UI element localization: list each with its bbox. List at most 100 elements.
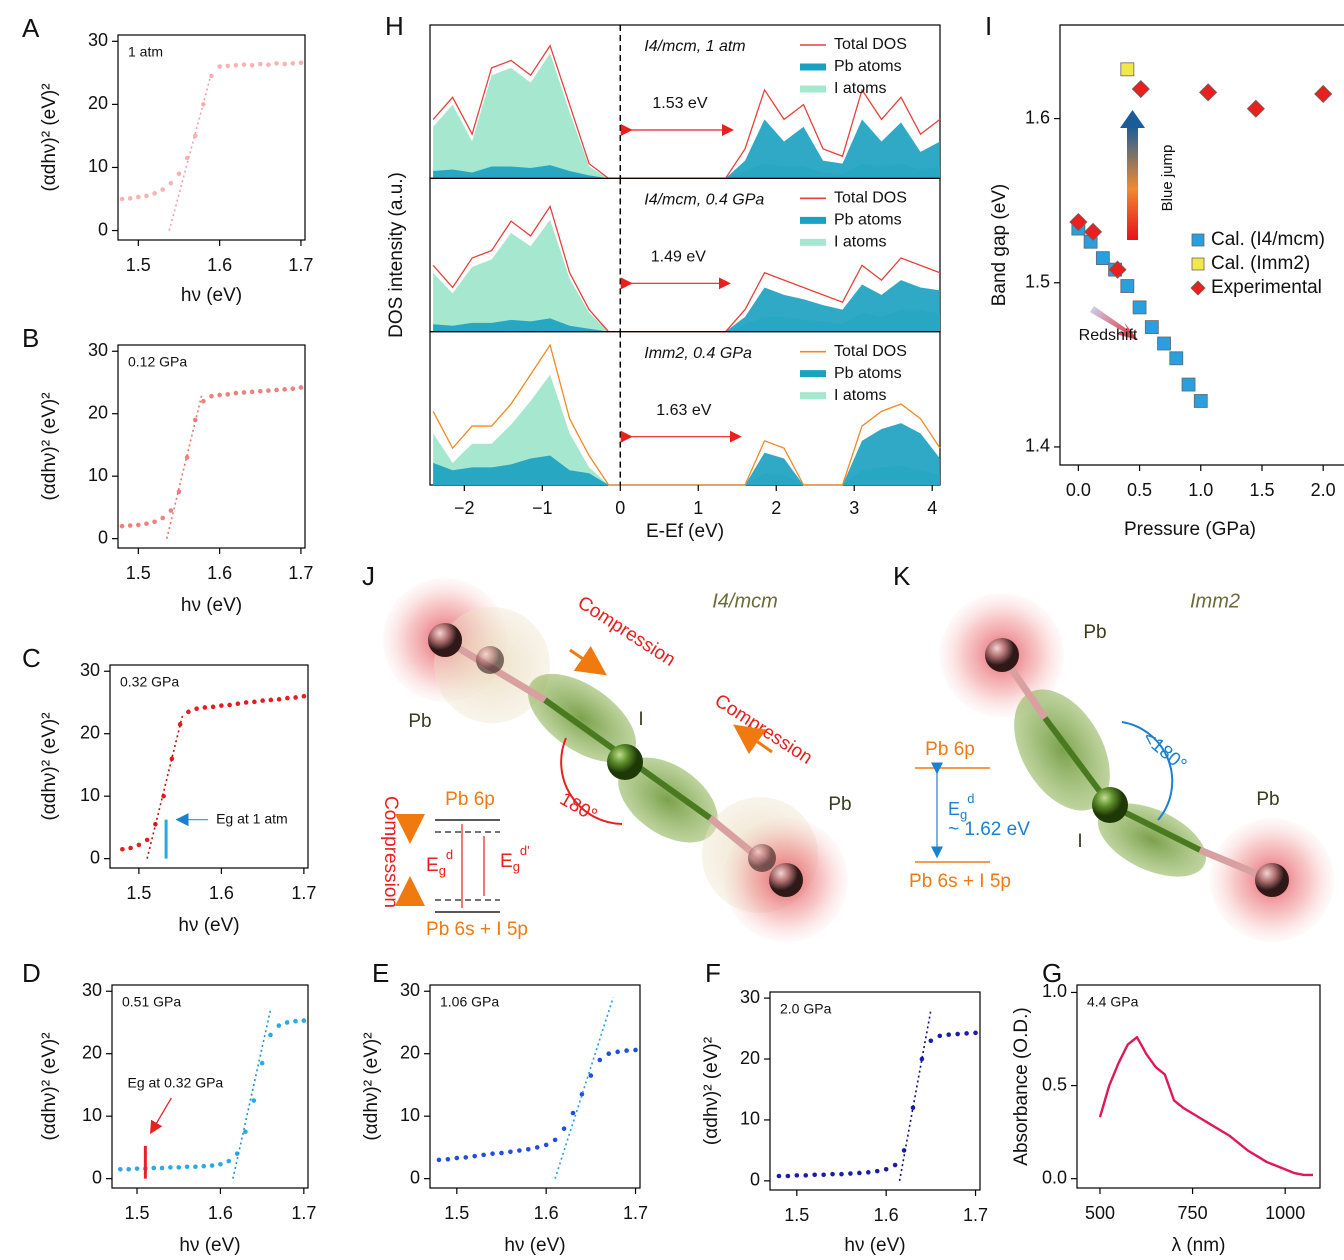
marker	[1120, 279, 1135, 293]
x-tick-label: 1.7	[291, 883, 316, 903]
data-point	[119, 196, 125, 202]
data-point	[282, 61, 287, 67]
data-point	[517, 1148, 522, 1153]
panel-letter: A	[22, 13, 40, 43]
x-axis-label: hν (eV)	[504, 1235, 565, 1256]
condition-label: 0.51 GPa	[122, 994, 181, 1010]
data-point	[803, 1173, 809, 1178]
x-tick-label: 1.6	[207, 255, 232, 275]
data-point	[159, 1165, 165, 1171]
data-point	[525, 1146, 531, 1152]
data-point	[282, 387, 287, 392]
gap-value: ~ 1.62 eV	[948, 819, 1030, 840]
data-point	[144, 193, 149, 199]
data-point	[218, 1161, 223, 1167]
level-label: Pb 6s + I 5p	[426, 919, 528, 940]
data-point	[865, 1170, 871, 1175]
data-point	[260, 698, 265, 703]
x-axis-label: λ (nm)	[1172, 1235, 1226, 1256]
redshift-label: Redshift	[1079, 327, 1138, 344]
dos-area	[433, 374, 940, 485]
data-point	[209, 1163, 215, 1168]
data-point	[134, 1166, 140, 1171]
gap-label-base: E	[500, 851, 513, 872]
data-point	[225, 392, 231, 397]
data-point	[202, 705, 208, 710]
data-point	[217, 64, 222, 69]
panel-letter: H	[385, 11, 404, 41]
y-tick-label: 0.5	[1042, 1074, 1067, 1094]
data-point	[794, 1173, 800, 1178]
fit-line	[232, 1009, 272, 1179]
data-point	[301, 1018, 307, 1023]
marker	[1132, 300, 1147, 315]
x-axis-label: hν (eV)	[181, 595, 242, 616]
y-tick-label: 20	[80, 722, 100, 742]
condition-label: 1.06 GPa	[440, 994, 499, 1010]
data-point	[201, 1163, 207, 1169]
data-point	[241, 390, 247, 395]
blue-jump-label: Blue jump	[1159, 145, 1176, 212]
subplot-title: I4/mcm, 0.4 GPa	[644, 192, 764, 209]
x-tick-label: 1.5	[444, 1203, 469, 1223]
data-point	[298, 385, 304, 390]
legend-marker	[1190, 280, 1206, 296]
data-point	[249, 62, 255, 68]
pb-atom	[428, 623, 462, 657]
level-label: Pb 6p	[445, 789, 495, 810]
i-atom	[607, 744, 643, 780]
marker	[1157, 336, 1171, 351]
annotation-label: Eg at 0.32 GPa	[127, 1075, 223, 1091]
legend-label: I atoms	[834, 387, 886, 404]
data-point	[543, 1142, 549, 1148]
y-axis-label: (αdhν)² (eV)²	[701, 1037, 722, 1145]
data-point	[301, 693, 307, 699]
data-point	[186, 709, 191, 715]
y-tick-label: 30	[88, 340, 108, 360]
compression-arrow	[733, 724, 773, 755]
subplot-title: Imm2, 0.4 GPa	[644, 345, 752, 362]
x-tick-label: 1.6	[208, 1203, 233, 1223]
y-tick-label: 20	[88, 402, 108, 422]
y-axis-label: (αdhν)² (eV)²	[39, 392, 60, 500]
data-point	[624, 1048, 629, 1053]
diagram-j: J I4/mcm 180° Pb I Pb Compression Compre…	[362, 561, 852, 942]
data-point	[892, 1162, 898, 1168]
diagram-title: I4/mcm	[712, 590, 778, 612]
data-point	[445, 1156, 451, 1162]
data-point	[883, 1166, 889, 1172]
data-point	[776, 1173, 782, 1179]
total-dos-line	[432, 343, 941, 486]
data-point	[534, 1145, 540, 1150]
data-point	[274, 387, 279, 393]
atom-label: I	[1077, 831, 1082, 852]
atom-label: Pb	[1083, 622, 1106, 643]
orbital-lobe	[618, 757, 718, 843]
data-point	[227, 702, 232, 708]
y-tick-label: 0	[98, 219, 108, 239]
data-point	[268, 697, 274, 703]
x-tick-label: 1.7	[623, 1203, 648, 1223]
marker	[1314, 84, 1333, 104]
gap-label-sub: g	[439, 863, 446, 878]
x-tick-label: −1	[532, 498, 553, 518]
pb-atom	[1255, 863, 1289, 897]
data-point	[184, 1164, 190, 1170]
data-point	[233, 62, 239, 68]
data-point	[177, 722, 183, 727]
plot-frame	[1059, 24, 1344, 466]
data-point	[570, 1110, 576, 1116]
plot-frame	[111, 984, 309, 1189]
data-point	[128, 845, 133, 851]
marker	[1131, 79, 1150, 99]
marker	[1095, 251, 1110, 266]
y-tick-label: 1.0	[1042, 981, 1067, 1001]
gap-label: 1.49 eV	[651, 249, 706, 266]
data-point	[168, 180, 174, 186]
dos-area	[433, 119, 940, 179]
data-point	[193, 1164, 198, 1170]
data-point	[481, 1152, 486, 1158]
pb-atom	[985, 638, 1019, 672]
data-point	[274, 61, 279, 66]
data-point	[225, 63, 231, 69]
